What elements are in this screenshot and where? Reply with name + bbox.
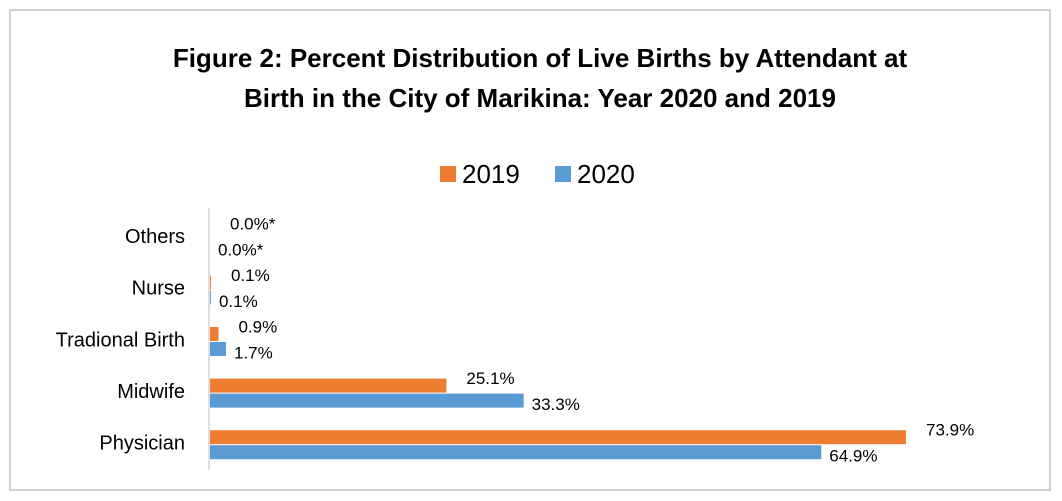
legend-label: 2019 — [462, 159, 520, 189]
bar — [210, 275, 211, 290]
y-tick-label: Tradional Birth — [56, 329, 185, 351]
data-label: 0.0%* — [230, 214, 276, 233]
data-label: 33.3% — [532, 395, 580, 414]
data-label: 73.9% — [926, 421, 974, 440]
legend-label: 2020 — [577, 159, 635, 189]
legend-swatch — [440, 166, 456, 182]
bar — [210, 342, 227, 356]
bar — [210, 290, 211, 305]
chart-title: Birth in the City of Marikina: Year 2020… — [244, 83, 836, 113]
data-label: 0.1% — [231, 266, 270, 285]
data-label: 0.9% — [238, 317, 277, 336]
bar — [210, 378, 447, 393]
bar — [210, 327, 219, 341]
chart-title: Figure 2: Percent Distribution of Live B… — [173, 43, 908, 73]
y-tick-label: Physician — [99, 432, 185, 454]
data-label: 0.0%* — [218, 240, 264, 259]
y-tick-label: Midwife — [117, 381, 185, 403]
bar — [210, 430, 906, 445]
data-label: 1.7% — [234, 343, 273, 362]
y-tick-label: Others — [125, 226, 185, 248]
bar — [210, 445, 822, 460]
y-tick-label: Nurse — [132, 278, 185, 300]
data-label: 0.1% — [219, 292, 258, 311]
data-label: 64.9% — [829, 447, 877, 466]
legend-swatch — [555, 166, 571, 182]
data-label: 25.1% — [466, 369, 514, 388]
chart-frame — [9, 9, 1051, 491]
bar — [210, 393, 524, 408]
